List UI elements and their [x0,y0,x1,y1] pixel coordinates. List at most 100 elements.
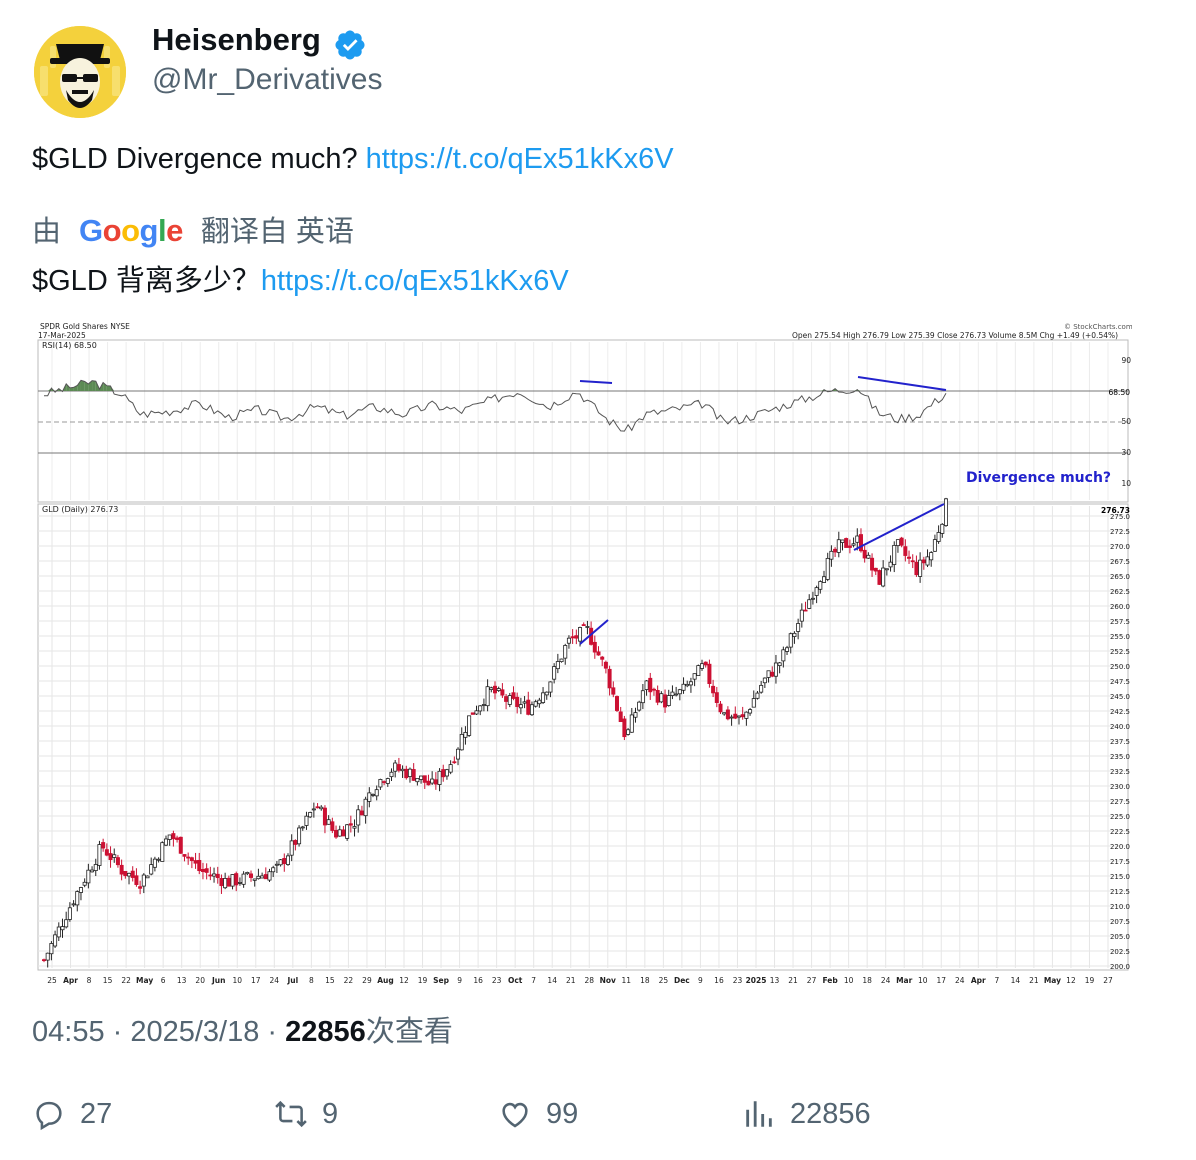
x-tick-label: 7 [994,976,999,985]
candle-body [141,874,146,887]
x-tick-label: Apr [971,976,986,985]
price-label: GLD (Daily) 276.73 [42,505,118,514]
candle-body [529,704,534,716]
translated-link[interactable]: https://t.co/qEx51kKx6V [260,265,569,297]
candle-body [474,710,479,715]
candle-body [278,859,283,866]
x-tick-label: Apr [63,976,78,985]
x-tick-label: 25 [47,976,57,985]
candle-body [903,546,908,556]
candle-body [119,864,124,875]
author-name[interactable]: Heisenberg [152,22,321,57]
candle-body [770,671,775,677]
candle-body [581,624,586,627]
candle-body [145,875,150,879]
x-tick-label: 11 [622,976,632,985]
candle-body [256,875,261,880]
x-tick-label: 6 [161,976,166,985]
price-tick-label: 242.5 [1110,708,1130,716]
candle-body [740,714,745,718]
rsi-panel [37,339,1129,503]
candle-body [936,532,941,542]
candle-body [725,709,730,720]
candle-body [629,714,634,733]
candle-body [163,838,168,846]
reply-button[interactable]: 27 [32,1094,112,1134]
candle-body [862,549,867,559]
candle-body [104,849,109,856]
retweet-button[interactable]: 9 [274,1094,338,1134]
candle-body [618,711,623,723]
candle-body [49,943,54,955]
x-tick-label: 8 [309,976,314,985]
x-tick-label: 14 [547,976,557,985]
tweet-time[interactable]: 04:55 [32,1016,105,1048]
candle-body [552,666,557,680]
candle-body [781,649,786,662]
translation-attribution[interactable]: 由 Google 翻译自 英语 [32,208,354,248]
heart-icon [502,1102,528,1128]
like-button[interactable]: 99 [498,1094,578,1134]
candle-body [382,781,387,783]
candle-body [352,826,357,829]
candle-body [215,873,220,879]
candle-body [337,829,342,837]
candle-body [685,684,690,687]
chart-image[interactable]: SPDR Gold Shares NYSE 17-Mar-2025 Open 2… [34,316,1133,988]
price-tick-label: 225.0 [1110,813,1130,821]
chart-header-left: SPDR Gold Shares NYSE [40,322,130,331]
candle-body [666,695,671,706]
price-tick-label: 230.0 [1110,783,1130,791]
x-tick-label: 12 [399,976,409,985]
translated-text: $GLD 背离多少？https://t.co/qEx51kKx6V [32,257,569,299]
tweet-date[interactable]: 2025/3/18 [130,1016,260,1048]
candle-body [674,693,679,696]
x-tick-label: 2025 [746,976,767,985]
candle-body [688,681,693,686]
x-tick-label: 7 [531,976,536,985]
candle-body [489,687,494,690]
x-tick-label: 25 [659,976,669,985]
candle-body [855,535,860,543]
candle-body [396,764,401,771]
candle-body [711,685,716,694]
candle-body [452,761,457,764]
candle-body [134,875,139,885]
candle-body [899,537,904,546]
avatar[interactable] [34,26,126,118]
candle-body [563,645,568,659]
candle-body [167,834,172,840]
candle-body [611,687,616,695]
candle-body [810,597,815,600]
candle-body [840,539,845,543]
candle-body [585,626,590,628]
candle-body [533,701,538,707]
google-logo: Google [79,213,183,248]
candle-body [130,870,135,878]
candle-body [825,557,830,580]
x-tick-label: 27 [807,976,817,985]
candle-body [792,632,797,637]
candle-body [722,712,727,715]
candle-body [322,807,327,826]
candle-body [703,661,708,666]
x-tick-label: 16 [473,976,483,985]
candle-body [504,696,509,702]
meta-separator: · [259,1016,286,1048]
chart-header-date: 17-Mar-2025 [38,331,86,340]
price-tick-label: 247.5 [1110,678,1130,686]
candle-body [411,769,416,781]
retweet-count: 9 [322,1097,339,1130]
candle-body [422,775,427,783]
candle-body [907,556,912,559]
candle-body [777,662,782,666]
x-tick-label: 16 [714,976,724,985]
tweet-link[interactable]: https://t.co/qEx51kKx6V [365,143,674,175]
rsi-overbought-area [51,388,56,391]
rsi-overbought-area [103,382,107,391]
candle-body [60,926,65,931]
author-handle[interactable]: @Mr_Derivatives [152,63,383,96]
views-button[interactable]: 22856 [742,1094,871,1134]
candle-body [171,833,176,840]
candle-body [633,712,638,718]
